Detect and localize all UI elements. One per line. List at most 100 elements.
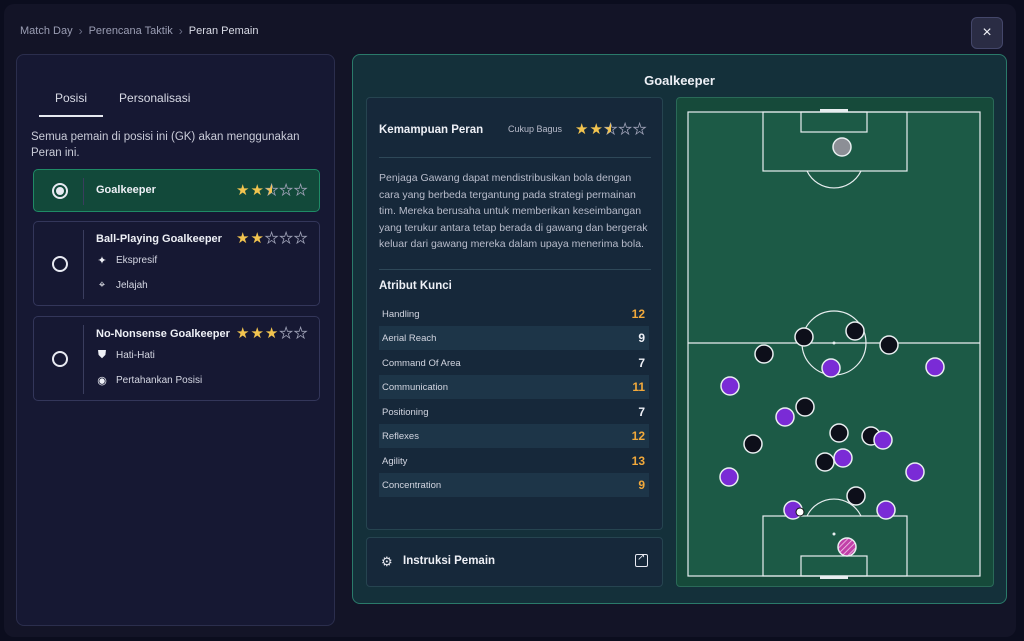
team-player-marker[interactable] (873, 430, 893, 450)
pitch-view (676, 97, 994, 587)
star-icon: ★ (236, 325, 250, 342)
attribute-value: 12 (631, 307, 645, 321)
star-icon: ★ (250, 182, 264, 199)
divider (379, 269, 651, 270)
trait-label: Jelajah (116, 280, 148, 291)
bottom-penalty-arc (806, 498, 862, 517)
role-title: Goalkeeper (644, 73, 715, 88)
role-card-ball-playing-goalkeeper[interactable]: Ball-Playing Goalkeeper ★ ★ ★ ★ ★ ✦ Ekspresi… (33, 221, 320, 306)
instructions-label: Instruksi Pemain (403, 555, 496, 567)
role-detail-panel: Goalkeeper Kemampuan Peran Cukup Bagus ★… (352, 54, 1007, 604)
team-player-marker[interactable] (821, 358, 841, 378)
attribute-row: Communication 11 (379, 375, 649, 399)
capability-rating: ★ ★ ★ ★ ★ (575, 121, 647, 138)
opponent-player-marker[interactable] (795, 397, 815, 417)
opponent-goalkeeper-marker[interactable] (832, 137, 852, 157)
role-description: Penjaga Gawang dapat mendistribusikan bo… (379, 172, 648, 250)
attribute-value: 12 (631, 429, 645, 443)
breadcrumb-tactics[interactable]: Perencana Taktik (88, 25, 173, 37)
attribute-name: Positioning (382, 406, 429, 418)
role-info-card: Kemampuan Peran Cukup Bagus ★★★★★ Penjag… (366, 97, 663, 530)
chevron-right-icon: › (178, 24, 183, 38)
sparkle-icon: ✦ (97, 255, 107, 267)
attribute-name: Command Of Area (382, 357, 461, 369)
star-empty-icon: ★ (618, 121, 632, 138)
team-player-marker[interactable] (833, 448, 853, 468)
tab-posisi[interactable]: Posisi (39, 91, 104, 117)
capability-label: Kemampuan Peran (379, 124, 484, 136)
star-half-icon: ★ (264, 183, 278, 199)
attributes-title: Atribut Kunci (379, 280, 452, 292)
attribute-value: 11 (632, 380, 645, 394)
gear-icon: ⚙ (381, 554, 393, 569)
shield-icon: ⛊ (97, 349, 107, 361)
top-goal (820, 109, 848, 112)
role-name: Ball-Playing Goalkeeper (96, 233, 222, 245)
selected-goalkeeper-marker[interactable] (837, 537, 857, 557)
star-icon: ★ (250, 325, 264, 342)
pitch-svg (687, 109, 981, 579)
dot-circle-icon: ◉ (97, 375, 107, 387)
star-empty-icon: ★ (279, 182, 293, 199)
attribute-row: Concentration 9 (379, 473, 649, 497)
team-player-marker[interactable] (720, 376, 740, 396)
attribute-name: Communication (382, 381, 448, 393)
role-rating: ★ ★ ★ ★ ★ (236, 230, 308, 247)
divider (379, 157, 651, 158)
attribute-name: Concentration (382, 479, 442, 491)
role-name: No-Nonsense Goalkeeper (96, 328, 230, 340)
attribute-value: 9 (638, 478, 645, 492)
star-icon: ★ (236, 230, 250, 247)
role-rating: ★ ★ ★ ★ ★ (236, 325, 308, 342)
tab-personalisasi[interactable]: Personalisasi (119, 91, 191, 105)
attribute-name: Aerial Reach (382, 332, 437, 344)
star-empty-icon: ★ (293, 230, 308, 247)
breadcrumb: Match Day › Perencana Taktik › Peran Pem… (20, 24, 258, 38)
player-instructions-button[interactable]: ⚙ Instruksi Pemain (366, 537, 663, 587)
role-card-goalkeeper[interactable]: Goalkeeper ★ ★ ★ ★ ★ (33, 169, 320, 212)
close-button[interactable]: × (971, 17, 1003, 49)
tab-bar: Posisi Personalisasi (39, 91, 206, 117)
chevron-right-icon: › (78, 24, 83, 38)
star-empty-icon: ★ (264, 230, 279, 247)
trait-item: ✦ Ekspresif (96, 254, 157, 267)
trait-label: Pertahankan Posisi (116, 375, 203, 386)
radio-unselected[interactable] (52, 351, 68, 367)
team-player-marker[interactable] (719, 467, 739, 487)
attribute-value: 7 (638, 405, 645, 419)
star-empty-icon: ★ (279, 325, 293, 342)
opponent-player-marker[interactable] (754, 344, 774, 364)
attribute-name: Handling (382, 308, 420, 320)
team-player-marker[interactable] (905, 462, 925, 482)
radio-selected[interactable] (52, 183, 68, 199)
team-player-marker[interactable] (925, 357, 945, 377)
close-icon: × (982, 24, 992, 41)
star-empty-icon: ★ (632, 121, 647, 138)
opponent-player-marker[interactable] (794, 327, 814, 347)
opponent-player-marker[interactable] (879, 335, 899, 355)
penalty-spot (832, 532, 836, 536)
opponent-player-marker[interactable] (829, 423, 849, 443)
divider (83, 178, 84, 205)
role-rating: ★ ★ ★ ★ ★ (236, 182, 308, 199)
trait-label: Ekspresif (116, 255, 158, 266)
opponent-player-marker[interactable] (845, 321, 865, 341)
attribute-row: Command Of Area 7 (379, 351, 649, 375)
opponent-player-marker[interactable] (846, 486, 866, 506)
attribute-row: Aerial Reach 9 (379, 326, 649, 350)
attribute-name: Reflexes (382, 430, 419, 442)
opponent-player-marker[interactable] (815, 452, 835, 472)
radio-unselected[interactable] (52, 256, 68, 272)
attribute-row: Reflexes 12 (379, 424, 649, 448)
team-player-marker[interactable] (775, 407, 795, 427)
role-card-no-nonsense-goalkeeper[interactable]: No-Nonsense Goalkeeper ★ ★ ★ ★ ★ ⛊ Hati-Hati… (33, 316, 320, 401)
team-player-marker[interactable] (876, 500, 896, 520)
bottom-goal (820, 576, 848, 579)
attribute-name: Agility (382, 455, 408, 467)
position-description: Semua pemain di posisi ini (GK) akan men… (31, 131, 300, 159)
attribute-row: Handling 12 (379, 302, 649, 326)
star-icon: ★ (589, 121, 603, 138)
star-icon: ★ (250, 230, 264, 247)
breadcrumb-match-day[interactable]: Match Day (20, 25, 73, 37)
opponent-player-marker[interactable] (743, 434, 763, 454)
